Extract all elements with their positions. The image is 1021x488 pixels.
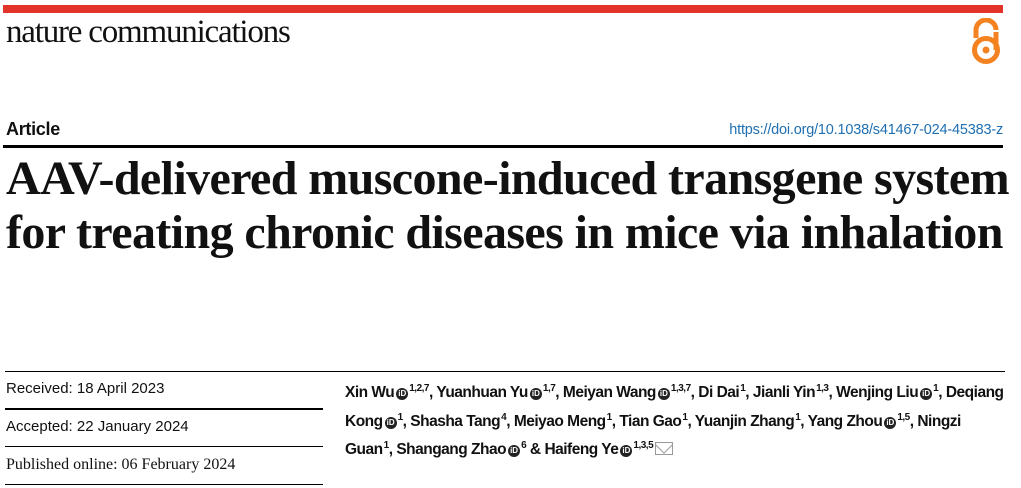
author[interactable]: Meiyan Wang iD 1,3,7: [562, 383, 691, 402]
author-name[interactable]: Meiyan Wang: [562, 384, 656, 402]
author-name[interactable]: Meiyao Meng: [513, 412, 606, 430]
affiliation-numbers[interactable]: 1,2,7: [409, 383, 429, 394]
author[interactable]: Jianli Yin1,3: [752, 383, 829, 402]
author-name[interactable]: Wenjing Liu: [836, 384, 919, 402]
author[interactable]: Yuanhuan Yu iD 1,7: [436, 383, 556, 402]
separator: ,: [690, 384, 699, 402]
separator: ,: [555, 384, 563, 402]
divider: [5, 484, 323, 485]
affiliation-numbers[interactable]: 4: [501, 411, 507, 423]
separator: ,: [611, 412, 620, 430]
author-name[interactable]: Haifeng Ye: [544, 441, 619, 459]
orcid-icon[interactable]: iD: [920, 388, 933, 401]
author-name[interactable]: Di Dai: [698, 384, 740, 402]
doi-link[interactable]: https://doi.org/10.1038/s41467-024-45383…: [729, 122, 1003, 138]
author[interactable]: Shasha Tang4: [410, 411, 507, 430]
received-date: Received: 18 April 2023: [6, 380, 165, 397]
author-name[interactable]: Xin Wu: [345, 384, 395, 402]
author[interactable]: Shangang Zhao iD 6: [396, 440, 527, 459]
separator: ,: [828, 384, 837, 402]
orcid-icon[interactable]: iD: [884, 416, 897, 429]
orcid-icon[interactable]: iD: [529, 388, 542, 401]
article-type: Article: [6, 119, 60, 139]
author[interactable]: Ningzi Guan1: [345, 413, 961, 459]
affiliation-numbers[interactable]: 1,3,5: [633, 440, 654, 452]
author[interactable]: Haifeng Ye iD 1,3,5: [544, 440, 674, 459]
author-name[interactable]: Deqiang Kong: [345, 384, 1004, 430]
separator: ,: [800, 412, 808, 430]
author-name[interactable]: Tian Gao: [619, 412, 682, 430]
separator: ,: [402, 412, 411, 430]
separator: ,: [938, 384, 946, 402]
divider: [5, 371, 1005, 372]
author[interactable]: Di Dai1: [698, 383, 746, 402]
journal-brand-bar: [3, 5, 1003, 13]
author-name[interactable]: Yuanjin Zhang: [694, 412, 795, 430]
separator: ,: [388, 441, 397, 459]
author-name[interactable]: Shangang Zhao: [396, 441, 507, 459]
author[interactable]: Yuanjin Zhang1: [694, 411, 801, 430]
published-date: Published online: 06 February 2024: [6, 456, 236, 473]
separator: &: [526, 441, 545, 459]
affiliation-numbers[interactable]: 1,7: [542, 383, 556, 394]
affiliation-numbers[interactable]: 1,5: [897, 411, 910, 423]
divider: [5, 408, 323, 410]
article-title: AAV-delivered muscone-induced transgene …: [6, 152, 1010, 259]
divider: [5, 446, 323, 447]
author-name[interactable]: Ningzi Guan: [345, 412, 961, 459]
author[interactable]: Xin Wu iD 1,2,7: [345, 383, 429, 402]
orcid-icon[interactable]: iD: [657, 388, 670, 401]
journal-name: nature communications: [6, 14, 291, 50]
orcid-icon[interactable]: iD: [508, 445, 521, 458]
orcid-icon[interactable]: iD: [396, 388, 409, 401]
author[interactable]: Yang Zhou iD 1,5: [807, 411, 911, 430]
orcid-icon[interactable]: iD: [620, 445, 633, 458]
separator: ,: [909, 412, 918, 430]
author-name[interactable]: Yang Zhou: [807, 412, 883, 430]
affiliation-numbers[interactable]: 1: [682, 411, 688, 423]
affiliation-numbers[interactable]: 1: [740, 383, 746, 394]
affiliation-numbers[interactable]: 1: [606, 411, 613, 423]
open-access-lock-icon: [972, 18, 1000, 64]
affiliation-numbers[interactable]: 1: [933, 383, 939, 394]
author[interactable]: Meiyao Meng1: [513, 411, 613, 430]
email-icon[interactable]: [655, 442, 674, 456]
author-name[interactable]: Yuanhuan Yu: [436, 384, 528, 402]
separator: ,: [429, 384, 437, 402]
author-name[interactable]: Shasha Tang: [410, 412, 501, 430]
affiliation-numbers[interactable]: 1,3,7: [670, 383, 691, 394]
affiliation-numbers[interactable]: 1,3: [816, 383, 829, 394]
affiliation-numbers[interactable]: 6: [521, 440, 527, 452]
author-name[interactable]: Jianli Yin: [752, 384, 816, 402]
separator: ,: [687, 412, 695, 430]
affiliation-numbers[interactable]: 1: [397, 411, 404, 423]
affiliation-numbers[interactable]: 1: [795, 411, 801, 423]
author[interactable]: Deqiang Kong iD 1: [345, 384, 1004, 430]
author-list: Xin Wu iD 1,2,7, Yuanhuan Yu iD 1,7, Meiyan …: [345, 377, 1005, 463]
separator: ,: [506, 412, 514, 430]
orcid-icon[interactable]: iD: [384, 416, 397, 429]
accepted-date: Accepted: 22 January 2024: [6, 418, 189, 435]
author[interactable]: Wenjing Liu iD 1: [836, 383, 939, 402]
header-divider: [3, 145, 1003, 148]
affiliation-numbers[interactable]: 1: [383, 440, 390, 452]
separator: ,: [745, 384, 753, 402]
author[interactable]: Tian Gao1: [619, 411, 688, 430]
